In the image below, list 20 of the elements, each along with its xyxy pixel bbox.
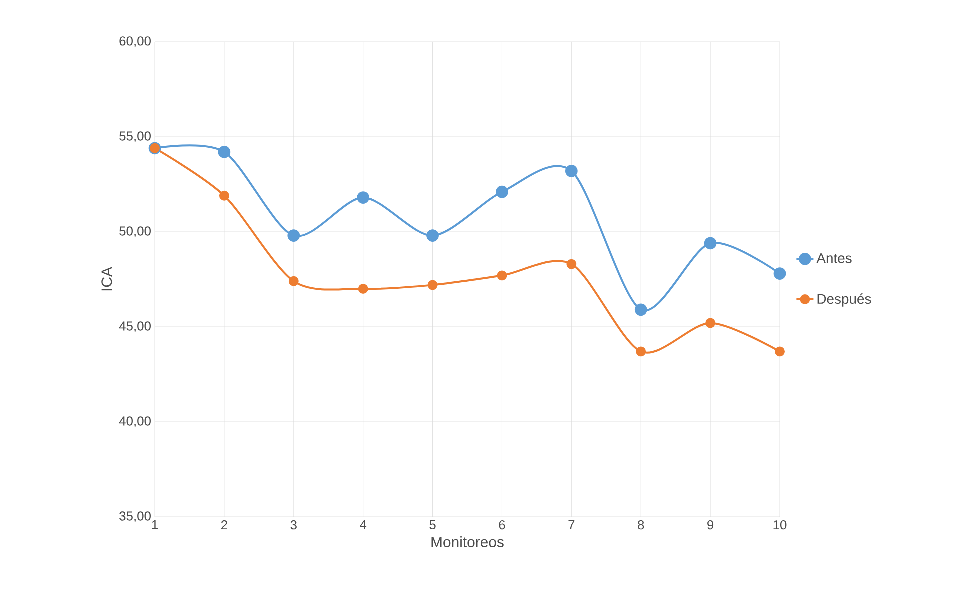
- x-tick-label: 9: [708, 520, 714, 530]
- y-tick-label: 55,00: [120, 132, 151, 142]
- y-tick-label: 40,00: [119, 416, 151, 428]
- y-tick-label: 60,00: [120, 36, 151, 48]
- y-axis-title: ICA: [102, 267, 112, 291]
- x-tick-label: 10: [774, 520, 787, 530]
- y-tick-label: 35,00: [120, 512, 151, 522]
- legend-label: Antes: [816, 254, 852, 264]
- legend-label: Después: [818, 294, 872, 307]
- x-tick-label: 4: [360, 520, 367, 530]
- x-tick-label: 2: [222, 520, 228, 530]
- x-tick-label: 1: [152, 520, 158, 530]
- x-axis-title: Monitoreos: [432, 536, 504, 548]
- x-tick-label: 6: [499, 520, 506, 530]
- y-tick-label: 50,00: [120, 226, 151, 238]
- x-tick-label: 7: [568, 520, 575, 530]
- y-tick-label: 45,00: [119, 322, 151, 332]
- x-tick-label: 3: [290, 520, 297, 530]
- x-tick-label: 5: [430, 520, 436, 530]
- x-tick-label: 8: [638, 520, 644, 530]
